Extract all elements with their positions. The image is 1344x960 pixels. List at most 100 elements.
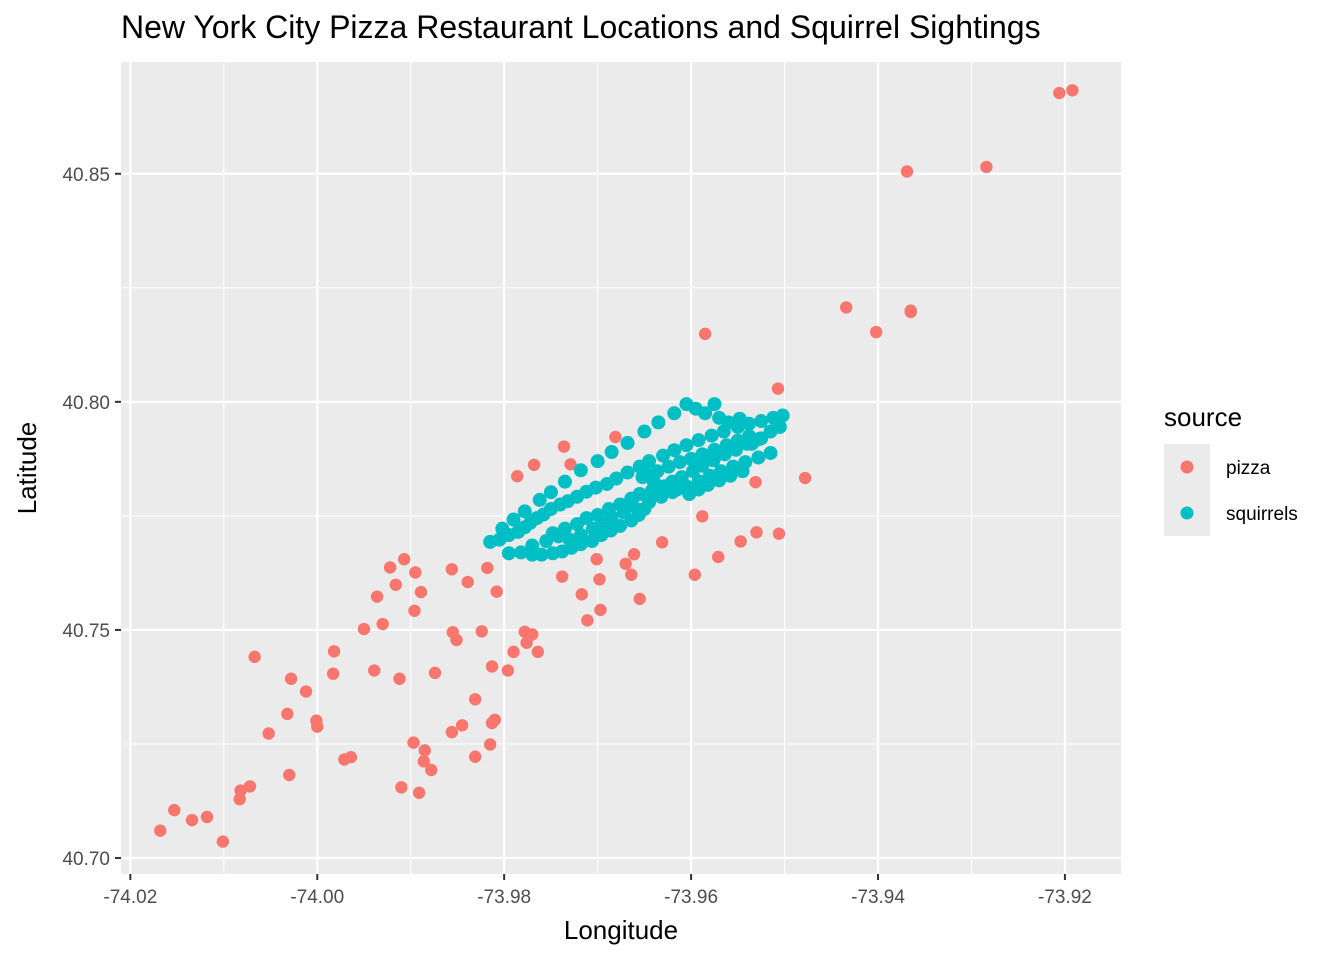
squirrel-point [775, 408, 790, 423]
squirrel-point [626, 498, 641, 513]
pizza-point [412, 786, 426, 799]
squirrel-point [667, 443, 682, 458]
pizza-point [1053, 86, 1066, 100]
squirrel-point [588, 480, 603, 495]
pizza-point [428, 666, 442, 680]
y-axis-title: Latitude [12, 422, 42, 515]
squirrel-point [573, 463, 588, 478]
squirrel-point [646, 474, 661, 489]
pizza-point [526, 628, 539, 641]
squirrel-point [719, 438, 734, 453]
squirrel-point [506, 512, 521, 527]
x-tick-label: -74.00 [290, 887, 344, 908]
y-tick-label: 40.80 [62, 393, 110, 414]
pizza-point [262, 727, 275, 740]
pizza-point [696, 510, 709, 523]
pizza-point [450, 633, 463, 647]
pizza-point [511, 470, 524, 483]
squirrel-point [539, 533, 554, 548]
legend-label-pizza: pizza [1226, 458, 1271, 479]
pizza-point [798, 471, 812, 485]
grid-major [121, 62, 1121, 874]
pizza-point [527, 458, 541, 472]
pizza-point [594, 603, 607, 617]
pizza-point [771, 382, 785, 395]
squirrel-point [632, 487, 647, 502]
squirrel-point [637, 424, 652, 439]
pizza-point [185, 813, 199, 827]
squirrel-point [534, 547, 549, 562]
squirrel-point [651, 415, 666, 430]
squirrel-point [679, 438, 694, 453]
pizza-point [633, 592, 646, 606]
pizza-point [869, 325, 883, 339]
pizza-point [490, 585, 503, 598]
squirrel-point [620, 465, 635, 480]
pizza-point [409, 566, 422, 579]
pizza-point [327, 645, 341, 658]
squirrel-point [723, 468, 738, 483]
legend-key-pizza [1180, 460, 1194, 474]
pizza-point [344, 751, 358, 764]
squirrel-point [735, 464, 750, 479]
squirrel-point [517, 504, 532, 519]
plot-panel [121, 62, 1121, 874]
pizza-point [383, 561, 397, 574]
squirrel-point [751, 450, 766, 465]
squirrel-point [704, 428, 719, 443]
pizza-point [593, 573, 606, 586]
pizza-point [900, 165, 914, 178]
pizza-point [980, 160, 993, 174]
pizza-point [625, 568, 638, 581]
squirrel-point [514, 545, 528, 560]
squirrel-point [579, 511, 594, 526]
pizza-point [461, 575, 474, 589]
squirrel-point [698, 406, 713, 421]
pizza-point [688, 568, 702, 581]
pizza-point [469, 693, 482, 706]
pizza-point [772, 527, 786, 540]
x-axis: -74.02 -74.00 -73.98 -73.96 -73.94 -73.92 [103, 874, 1092, 908]
pizza-point [501, 664, 515, 677]
pizza-point [485, 660, 499, 673]
pizza-point [216, 835, 230, 848]
squirrel-point [730, 433, 745, 448]
squirrel-point [642, 454, 657, 469]
squirrel-point [707, 397, 722, 412]
pizza-point [283, 768, 296, 782]
pizza-point [326, 667, 340, 680]
pizza-point [408, 604, 421, 617]
squirrel-point [707, 442, 722, 457]
squirrel-point [661, 459, 676, 474]
x-tick-label: -73.98 [477, 887, 531, 908]
y-tick-label: 40.85 [62, 165, 110, 186]
x-tick-label: -74.02 [103, 887, 157, 908]
pizza-point [445, 725, 459, 739]
squirrel-point [695, 458, 710, 473]
pizza-point [469, 750, 482, 763]
pizza-point [1066, 84, 1079, 97]
squirrel-point [635, 470, 650, 485]
squirrel-point [562, 532, 577, 547]
x-tick-label: -73.92 [1038, 887, 1092, 908]
squirrel-point [495, 521, 510, 536]
pizza-point [749, 475, 762, 489]
pizza-point [200, 810, 214, 824]
plot-background [121, 62, 1121, 874]
squirrel-point [573, 528, 588, 543]
pizza-point [243, 780, 257, 793]
legend-label-squirrels: squirrels [1226, 504, 1298, 525]
pizza-point [750, 526, 763, 539]
pizza-point [483, 738, 497, 751]
y-axis: 40.70 40.75 40.80 40.85 [62, 165, 121, 870]
squirrel-point [501, 546, 516, 561]
pizza-point [655, 536, 669, 549]
pizza-point [507, 645, 520, 659]
squirrel-point [721, 415, 736, 430]
pizza-point [581, 614, 594, 627]
pizza-point [455, 719, 469, 732]
pizza-point [395, 781, 408, 794]
x-axis-title: Longitude [564, 915, 678, 945]
pizza-point [281, 707, 294, 721]
